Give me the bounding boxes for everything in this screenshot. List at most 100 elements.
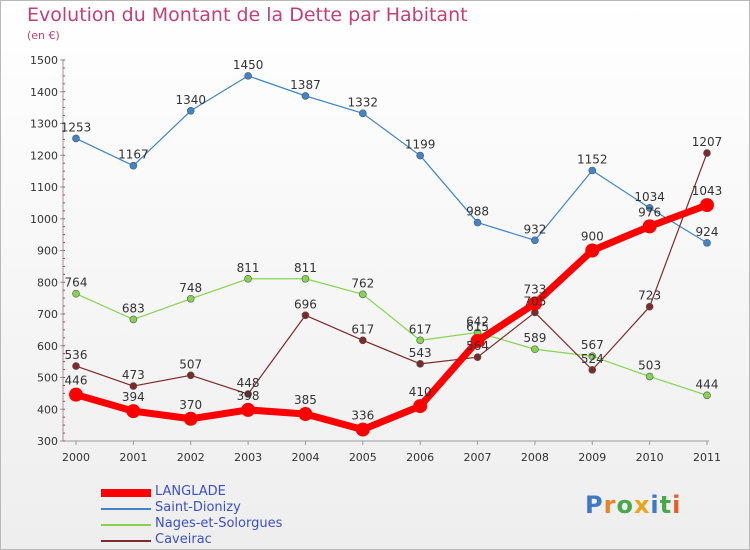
y-tick-label: 1000 bbox=[30, 213, 58, 226]
data-point bbox=[703, 239, 711, 247]
y-tick-label: 800 bbox=[37, 276, 58, 289]
data-label: 617 bbox=[409, 322, 432, 336]
data-point bbox=[298, 407, 313, 422]
data-label: 398 bbox=[237, 389, 260, 403]
data-point bbox=[700, 198, 714, 213]
data-label: 410 bbox=[409, 385, 432, 399]
series-line-langlade bbox=[75, 201, 709, 434]
data-point bbox=[588, 366, 597, 374]
data-label: 564 bbox=[466, 339, 489, 353]
logo-letter: o bbox=[616, 491, 634, 519]
data-label: 1199 bbox=[405, 138, 436, 152]
data-label: 503 bbox=[638, 359, 661, 373]
y-tick-label: 300 bbox=[37, 435, 58, 448]
data-point bbox=[413, 399, 428, 414]
y-tick-label: 700 bbox=[37, 308, 58, 321]
data-label: 617 bbox=[351, 322, 374, 336]
data-point bbox=[244, 274, 252, 283]
data-point bbox=[126, 404, 141, 419]
legend-swatch bbox=[101, 524, 151, 526]
x-tick-label: 2003 bbox=[234, 451, 262, 464]
x-tick-label: 2002 bbox=[177, 451, 205, 464]
data-point bbox=[129, 382, 138, 390]
x-tick-label: 2011 bbox=[693, 451, 721, 464]
data-label: 1207 bbox=[692, 135, 723, 149]
data-label: 932 bbox=[523, 222, 546, 236]
data-point bbox=[645, 372, 654, 381]
x-tick-label: 2000 bbox=[62, 451, 90, 464]
chart-axes: 300 400 500 600 700 800 900 1000 1100 1200 1300 140… bbox=[30, 54, 721, 464]
data-point bbox=[473, 353, 482, 361]
data-label: 1034 bbox=[634, 190, 665, 204]
data-point bbox=[531, 236, 539, 245]
data-label: 1340 bbox=[175, 93, 206, 107]
data-point bbox=[703, 149, 711, 157]
x-tick-label: 2007 bbox=[464, 451, 492, 464]
x-tick-label: 2009 bbox=[578, 451, 606, 464]
data-point bbox=[355, 422, 370, 437]
data-label: 524 bbox=[581, 352, 604, 366]
x-tick-label: 2006 bbox=[406, 451, 434, 464]
data-label: 567 bbox=[581, 338, 604, 352]
data-label: 448 bbox=[237, 376, 260, 390]
data-point bbox=[72, 134, 80, 143]
data-point bbox=[183, 411, 198, 426]
data-label: 1167 bbox=[118, 148, 149, 162]
data-labels: 1253 1167 1340 1450 1387 1332 1199 988 932 1152 10… bbox=[61, 58, 723, 423]
x-tick-label: 2005 bbox=[349, 451, 377, 464]
data-label: 764 bbox=[65, 276, 88, 290]
y-tick-label: 500 bbox=[37, 372, 58, 385]
data-point bbox=[416, 151, 424, 160]
legend-label: Caveirac bbox=[155, 532, 212, 547]
data-point bbox=[244, 390, 252, 398]
data-label: 1253 bbox=[61, 120, 92, 134]
x-tick-label: 2004 bbox=[291, 451, 319, 464]
data-point bbox=[473, 218, 482, 227]
x-tick-label: 2001 bbox=[119, 451, 147, 464]
data-label: 811 bbox=[294, 261, 317, 275]
data-point bbox=[359, 336, 367, 345]
data-point bbox=[588, 352, 597, 361]
legend-label: LANGLADE bbox=[155, 484, 226, 499]
data-point bbox=[72, 289, 80, 298]
proxiti-logo: Proxiti bbox=[585, 491, 681, 519]
data-label: 705 bbox=[523, 294, 546, 308]
data-label: 696 bbox=[294, 297, 317, 311]
logo-letter: t bbox=[659, 491, 673, 519]
y-tick-label: 1500 bbox=[30, 54, 58, 67]
data-point bbox=[186, 371, 195, 380]
data-label: 1152 bbox=[577, 152, 608, 166]
data-point bbox=[301, 311, 310, 320]
legend-label: Nages-et-Solorgues bbox=[155, 516, 283, 531]
data-point bbox=[531, 345, 539, 354]
data-label: 642 bbox=[466, 314, 489, 328]
data-point bbox=[645, 302, 654, 311]
data-label: 543 bbox=[409, 346, 432, 360]
data-point bbox=[186, 107, 195, 115]
data-label: 733 bbox=[523, 283, 546, 297]
data-point bbox=[186, 294, 195, 303]
data-label: 762 bbox=[351, 276, 374, 290]
y-tick-label: 1100 bbox=[30, 181, 58, 194]
data-label: 723 bbox=[638, 289, 661, 303]
data-point bbox=[642, 219, 657, 234]
data-label: 811 bbox=[237, 261, 260, 275]
data-label: 1043 bbox=[692, 184, 723, 198]
data-label: 507 bbox=[179, 357, 202, 371]
y-tick-label: 600 bbox=[37, 340, 58, 353]
data-label: 336 bbox=[351, 409, 374, 423]
data-label: 1387 bbox=[290, 78, 321, 92]
series-line-nages-et-solorgues bbox=[75, 278, 708, 396]
x-tick-label: 2010 bbox=[636, 451, 664, 464]
data-point bbox=[359, 109, 367, 118]
chart-unit: (en €) bbox=[27, 29, 60, 42]
data-label: 536 bbox=[65, 348, 88, 362]
data-point bbox=[703, 391, 711, 400]
data-label: 924 bbox=[696, 225, 719, 239]
y-tick-label: 900 bbox=[37, 245, 58, 258]
data-label: 370 bbox=[179, 398, 202, 412]
data-point bbox=[470, 333, 485, 348]
series-lines bbox=[69, 72, 714, 437]
data-label: 988 bbox=[466, 205, 489, 219]
